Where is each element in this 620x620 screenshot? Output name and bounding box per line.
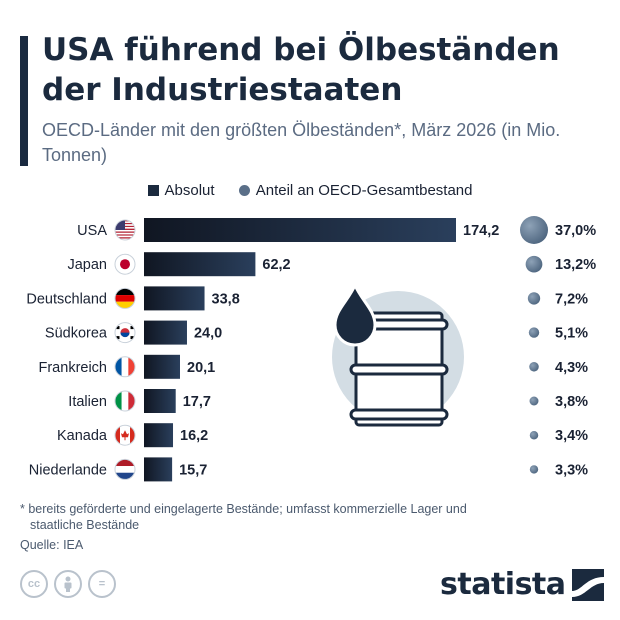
equals-icon[interactable]: = (88, 570, 116, 598)
bar-chart: USA 174,2 37,0% Japan 62,2 13,2% Deutschland 33… (26, 216, 596, 482)
oil-illustration (332, 280, 464, 427)
share-dot (529, 430, 539, 440)
share-dot (525, 255, 543, 273)
share-dot (529, 362, 539, 372)
flag-usa-icon (114, 219, 136, 241)
bar-absolute (144, 354, 180, 379)
share-label: 4,3% (555, 360, 588, 376)
category-label: Deutschland (26, 291, 107, 307)
title-accent-bar (20, 36, 28, 166)
share-dot (520, 216, 548, 244)
category-label: Japan (67, 257, 107, 273)
bar-absolute (144, 423, 174, 448)
flag-germany-icon (114, 287, 136, 309)
share-label: 3,8% (555, 394, 588, 410)
value-label: 174,2 (463, 223, 499, 239)
source: Quelle: IEA (20, 538, 84, 552)
flag-usa-icon-border (114, 219, 136, 241)
page-subtitle: OECD-Länder mit den größten Ölbeständen*… (42, 120, 561, 165)
flag-germany-icon-border (114, 287, 136, 309)
share-label: 37,0% (555, 223, 596, 239)
footnote: * bereits geförderte und eingelagerte Be… (20, 502, 467, 532)
value-label: 15,7 (179, 462, 207, 478)
legend-dot-icon (238, 184, 250, 196)
legend-square-icon (147, 184, 159, 196)
chart-legend: Absolut Anteil an OECD-Gesamtbestand (0, 181, 620, 201)
flag-south-korea-icon (114, 322, 136, 344)
category-label: Südkorea (45, 326, 108, 342)
value-label: 62,2 (262, 257, 290, 273)
share-label: 13,2% (555, 257, 596, 273)
category-label: Frankreich (39, 360, 108, 376)
share-label: 5,1% (555, 326, 588, 342)
category-label: Niederlande (29, 462, 107, 478)
flag-japan-icon-border (114, 253, 136, 275)
flag-italy-icon-border (114, 390, 136, 412)
value-label: 20,1 (187, 360, 215, 376)
share-dot (528, 327, 540, 338)
category-label: Kanada (57, 428, 108, 444)
page-title: USA führend bei Ölbeständen der Industri… (42, 32, 560, 108)
bars-layer: USA 174,2 37,0% Japan 62,2 13,2% Deutschland 33… (26, 216, 596, 482)
value-label: 16,2 (180, 428, 208, 444)
legend-item-share: Anteil an OECD-Gesamtbestand (238, 181, 473, 199)
flag-canada-icon-border (114, 424, 136, 446)
flag-netherlands-icon (114, 458, 136, 480)
share-dot (527, 292, 541, 305)
share-label: 7,2% (555, 291, 588, 307)
person-icon[interactable] (54, 570, 82, 598)
flag-france-icon-border (114, 356, 136, 378)
license-icons: cc = (20, 570, 116, 598)
share-label: 3,3% (555, 462, 588, 478)
bar-absolute (144, 218, 456, 242)
share-dot (529, 396, 539, 406)
flag-japan-icon (114, 253, 136, 275)
flag-france-icon (114, 356, 136, 378)
flag-italy-icon (114, 390, 136, 412)
statista-logo[interactable]: statista (440, 567, 604, 602)
flag-south-korea-icon-border (114, 322, 136, 344)
value-label: 24,0 (194, 326, 222, 342)
logo-text: statista (440, 567, 566, 602)
bar-absolute (144, 457, 173, 482)
flag-canada-icon (114, 424, 136, 446)
cc-icon[interactable]: cc (20, 570, 48, 598)
legend-item-absolute: Absolut (147, 181, 215, 199)
statista-mark-icon (571, 568, 604, 601)
oil-barrel-icon (349, 311, 449, 427)
bar-absolute (144, 389, 176, 413)
legend-label-share: Anteil an OECD-Gesamtbestand (255, 181, 473, 199)
flag-netherlands-icon-border (114, 458, 136, 480)
legend-label-absolute: Absolut (164, 181, 215, 199)
bar-absolute (144, 252, 256, 277)
bar-absolute (144, 286, 205, 311)
oil-drop-icon (333, 280, 377, 347)
value-label: 33,8 (212, 291, 240, 307)
bar-absolute (144, 320, 187, 345)
category-label: Italien (68, 394, 107, 410)
share-dot (529, 465, 539, 474)
value-label: 17,7 (183, 394, 211, 410)
share-label: 3,4% (555, 428, 588, 444)
category-label: USA (77, 223, 107, 239)
